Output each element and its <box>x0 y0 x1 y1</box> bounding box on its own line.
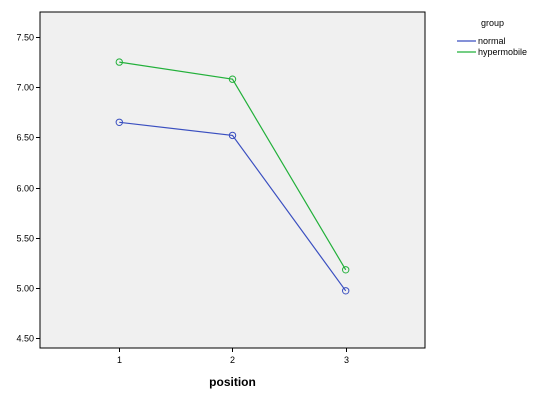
axes: 4.50 5.00 5.50 6.00 6.50 7.00 7.50 1 2 3 <box>16 33 349 366</box>
y-tick-label: 5.50 <box>16 234 34 244</box>
data-point-normal <box>115 118 124 127</box>
legend-label-normal: normal <box>478 36 506 46</box>
data-point-hypermobile <box>115 58 124 66</box>
series-line-normal <box>119 121 347 292</box>
legend-title: group <box>481 18 504 28</box>
series-layer <box>115 58 350 295</box>
data-point-normal <box>342 287 350 295</box>
y-tick-label: 7.00 <box>16 83 34 93</box>
x-tick-label: 1 <box>117 355 122 365</box>
y-tick-label: 6.00 <box>16 184 34 194</box>
data-point-hypermobile <box>228 75 237 83</box>
y-tick-label: 7.50 <box>16 33 34 43</box>
x-axis-title: position <box>209 375 256 389</box>
data-point-hypermobile <box>342 266 350 274</box>
series-line-hypermobile <box>119 61 347 271</box>
y-tick-label: 6.50 <box>16 133 34 143</box>
x-tick-label: 2 <box>230 355 235 365</box>
y-tick-label: 5.00 <box>16 284 34 294</box>
plot-area <box>39 11 426 349</box>
data-point-normal <box>228 131 237 140</box>
y-tick-label: 4.50 <box>16 334 34 344</box>
x-tick-label: 3 <box>344 355 349 365</box>
legend-label-hypermobile: hypermobile <box>478 47 527 57</box>
